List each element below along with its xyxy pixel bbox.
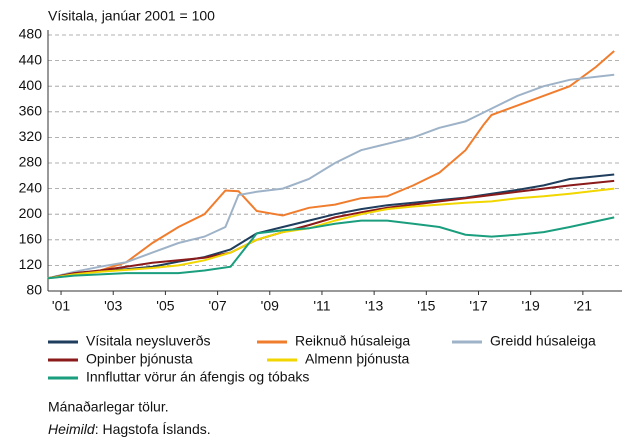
y-tick-label: 360 <box>19 103 43 119</box>
y-tick-label: 480 <box>19 26 43 42</box>
series-line <box>47 216 615 280</box>
legend-label: Almenn þjónusta <box>305 351 410 367</box>
legend-label: Vísitala neysluverðs <box>86 333 211 349</box>
y-tick-label: 160 <box>19 231 43 247</box>
x-tick-label: '19 <box>522 298 540 314</box>
x-tick-label: '15 <box>417 298 435 314</box>
x-tick-label: '11 <box>313 298 330 314</box>
note: Mánaðarlegar tölur. <box>48 399 169 415</box>
legend-label: Innfluttar vörur án áfengis og tóbaks <box>86 369 309 385</box>
source-text: : Hagstofa Íslands. <box>95 421 211 437</box>
x-tick-label: '13 <box>365 298 383 314</box>
legend-label: Opinber þjónusta <box>86 351 193 367</box>
x-tick-label: '21 <box>574 298 592 314</box>
source: Heimild: Hagstofa Íslands. <box>48 421 211 437</box>
chart-title: Vísitala, janúar 2001 = 100 <box>48 8 215 24</box>
series-line <box>47 73 615 280</box>
y-tick-label: 280 <box>19 154 43 170</box>
y-tick-label: 240 <box>19 179 43 195</box>
x-tick-label: '01 <box>52 298 70 314</box>
y-tick-label: 200 <box>19 205 43 221</box>
source-label: Heimild <box>48 421 96 437</box>
series-line <box>47 187 615 280</box>
legend-label: Reiknuð húsaleiga <box>295 333 410 349</box>
legend-label: Greidd húsaleiga <box>490 333 596 349</box>
y-tick-label: 320 <box>19 128 43 144</box>
series-line <box>47 50 615 280</box>
x-tick-label: '09 <box>261 298 279 314</box>
x-tick-label: '05 <box>156 298 174 314</box>
y-tick-label: 80 <box>26 282 42 298</box>
y-tick-label: 400 <box>19 77 43 93</box>
y-tick-label: 440 <box>19 51 43 67</box>
x-tick-label: '03 <box>104 298 122 314</box>
series-line <box>47 179 615 280</box>
x-tick-label: '17 <box>469 298 487 314</box>
y-tick-label: 120 <box>19 256 43 272</box>
x-tick-label: '07 <box>208 298 226 314</box>
